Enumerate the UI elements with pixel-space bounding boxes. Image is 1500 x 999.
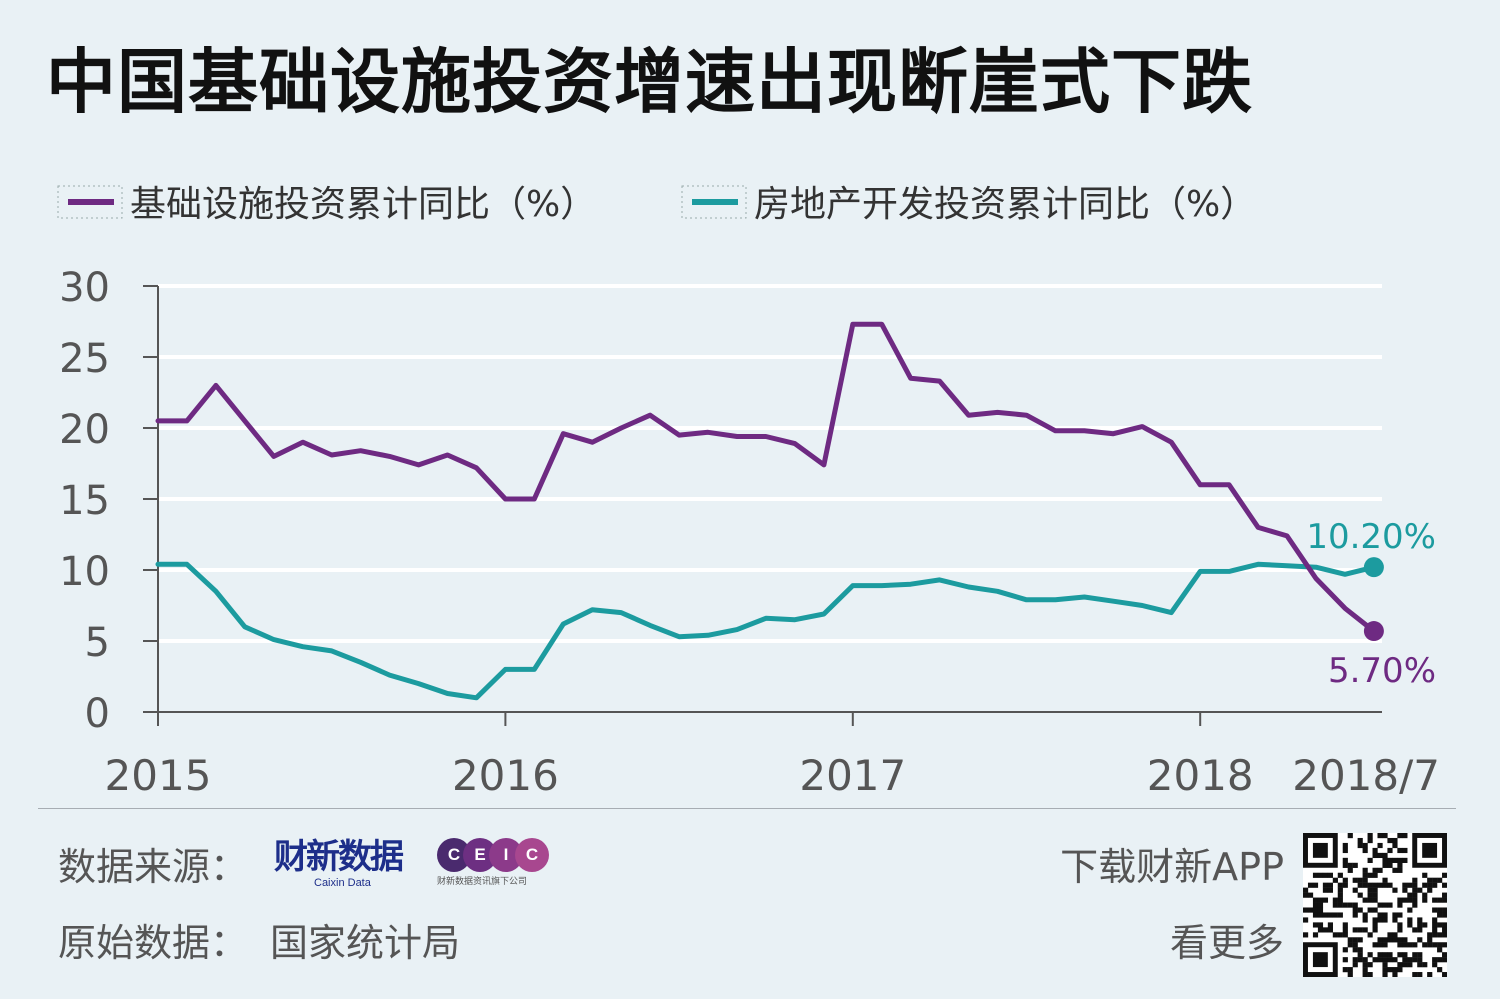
y-tick-label-5: 5 xyxy=(85,620,110,666)
x-tick-label-0: 2015 xyxy=(105,751,212,800)
legend-box-1 xyxy=(681,185,747,219)
legend: 基础设施投资累计同比（%） 房地产开发投资累计同比（%） xyxy=(57,184,1256,225)
end-label-1: 10.20% xyxy=(1306,517,1436,557)
end-label-0: 5.70% xyxy=(1328,651,1436,691)
x-tick-label-1: 2016 xyxy=(452,751,559,800)
y-axis: 0 5 10 15 20 25 30 xyxy=(59,265,159,737)
download-app-text[interactable]: 下载财新APP xyxy=(1060,845,1284,889)
source-label: 数据来源： xyxy=(58,845,249,889)
legend-label-0: 基础设施投资累计同比（%） xyxy=(130,184,596,225)
y-tick-label-15: 15 xyxy=(59,478,110,524)
legend-box-0 xyxy=(57,185,123,219)
ceic-letter-3: C xyxy=(515,838,549,872)
caixin-logo-subtext: Caixin Data xyxy=(314,877,371,889)
x-tick-label-3: 2018 xyxy=(1147,751,1254,800)
raw-data-label: 原始数据： xyxy=(58,921,249,965)
end-markers: 5.70% 10.20% xyxy=(1306,517,1436,691)
ceic-logo-subtext: 财新数据资讯旗下公司 xyxy=(437,877,528,887)
y-tick-label-0: 0 xyxy=(85,691,110,737)
raw-data-value: 国家统计局 xyxy=(270,921,461,965)
x-tick-label-4: 2018/7 xyxy=(1292,751,1440,800)
x-axis: 2015 2016 2017 2018 2018/7 xyxy=(105,711,1440,800)
series-lines xyxy=(155,321,1377,701)
chart-title: 中国基础设施投资增速出现断崖式下跌 xyxy=(46,41,1253,123)
grid-lines xyxy=(158,284,1382,643)
line-chart: 基础设施投资累计同比（%） 房地产开发投资累计同比（%） 0 5 10 15 20 25 30… xyxy=(57,184,1440,800)
legend-label-1: 房地产开发投资累计同比（%） xyxy=(754,184,1256,225)
x-tick-label-2: 2017 xyxy=(799,751,906,800)
caixin-data-logo: 财新数据 Caixin Data xyxy=(274,838,424,894)
end-marker-0 xyxy=(1363,621,1384,642)
see-more-text: 看更多 xyxy=(1169,921,1284,965)
y-tick-label-30: 30 xyxy=(59,265,110,311)
end-marker-1 xyxy=(1363,557,1384,578)
series-line-1 xyxy=(155,561,1377,701)
caixin-logo-text: 财新数据 xyxy=(274,837,404,877)
y-tick-label-25: 25 xyxy=(59,336,110,382)
qr-code-icon[interactable] xyxy=(1303,833,1448,978)
y-tick-label-20: 20 xyxy=(59,407,110,453)
y-tick-label-10: 10 xyxy=(59,549,110,595)
series-line-0 xyxy=(155,321,1377,634)
footer-divider xyxy=(38,808,1456,809)
